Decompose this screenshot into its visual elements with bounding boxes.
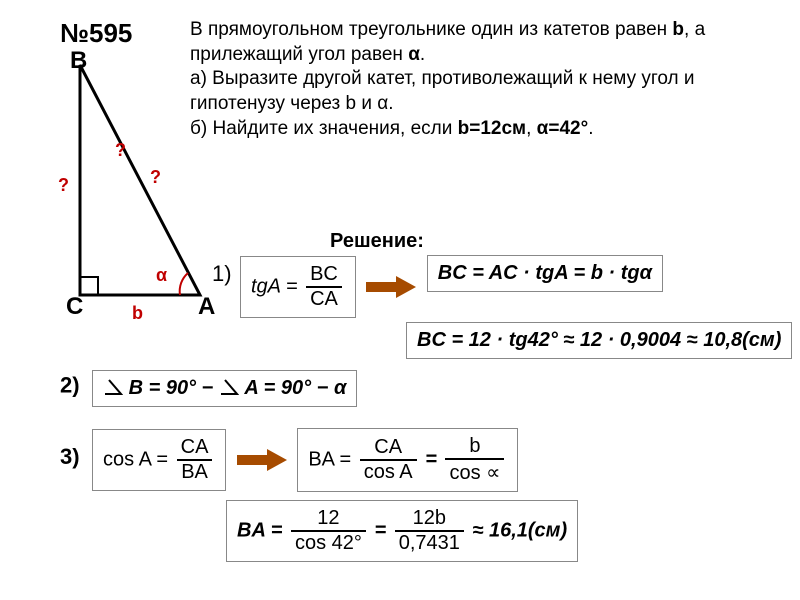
vertex-b: B <box>70 47 87 75</box>
eq3-3b-num: 12b <box>395 507 464 532</box>
eq1-lhs: tgA = <box>251 275 298 297</box>
eq2: BC = AC · tgA = b · tgα <box>438 262 652 284</box>
vertex-c: C <box>66 293 83 321</box>
eq3-tail: ≈ 16,1(см) <box>472 519 567 541</box>
angle-alpha-label: α <box>156 265 167 286</box>
eq1-num: BC <box>306 263 342 288</box>
eq3-1-den: BA <box>177 461 213 484</box>
step-1-eq1: tgA = BC CA BC = AC · tgA = b · tgα BC =… <box>240 256 792 359</box>
eq3-3-lhs: BA = <box>237 519 282 541</box>
step-1-num: 1) <box>212 261 232 286</box>
equals: = <box>374 519 391 541</box>
eq3-2a-num: CA <box>360 436 417 461</box>
eq3-2a-den: cos A <box>360 461 417 484</box>
step-1: 1) <box>212 262 232 286</box>
problem-number: №595 <box>60 18 132 49</box>
eq3-3b-den: 0,7431 <box>395 532 464 555</box>
step-2-num: 2) <box>60 373 80 398</box>
qmark-left: ? <box>58 175 69 196</box>
step-2: 2) B = 90° − A = 90° − α <box>60 370 357 407</box>
triangle-svg <box>60 55 210 315</box>
eq3-1-lhs: cos A = <box>103 448 168 470</box>
angle-icon <box>219 378 239 396</box>
eq3-3a-num: 12 <box>291 507 366 532</box>
eq3-2b-num: b <box>445 435 504 460</box>
step-3: 3) cos A = CA BA BA = CA cos A = b cos ∝ <box>60 428 518 492</box>
eq-2b: A = 90° − α <box>244 377 346 399</box>
equals: = <box>425 448 442 470</box>
triangle-diagram: B C A b α ? ? ? <box>60 55 210 315</box>
step-3-line2: BA = 12 cos 42° = 12b 0,7431 ≈ 16,1(см) <box>226 500 578 562</box>
problem-text: В прямоугольном треугольнике один из кат… <box>190 18 780 141</box>
vertex-a: A <box>198 293 215 321</box>
eq1-den: CA <box>306 288 342 311</box>
angle-icon <box>103 378 123 396</box>
side-b-label: b <box>132 303 143 324</box>
arrow-icon <box>366 274 416 300</box>
eq3-3a-den: cos 42° <box>291 532 366 555</box>
eq3-2-lhs: BA = <box>308 448 351 470</box>
solution-label: Решение: <box>330 230 424 253</box>
qmark-inside: ? <box>115 140 126 161</box>
step-3-num: 3) <box>60 444 80 469</box>
eq3: BC = 12 · tg42° ≈ 12 · 0,9004 ≈ 10,8(см) <box>417 329 781 351</box>
qmark-hyp: ? <box>150 167 161 188</box>
eq-2a: B = 90° − <box>129 377 219 399</box>
arrow-icon <box>237 447 287 473</box>
eq3-1-num: CA <box>177 436 213 461</box>
eq3-2b-den: cos ∝ <box>445 460 504 485</box>
